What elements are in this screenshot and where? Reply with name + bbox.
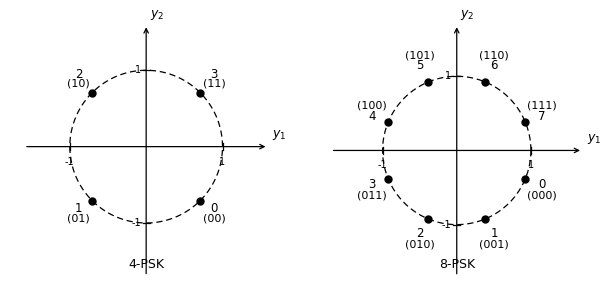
Text: 8-PSK: 8-PSK (438, 258, 475, 271)
Text: $y_1$: $y_1$ (272, 128, 287, 142)
Text: (00): (00) (203, 214, 225, 224)
Text: 1: 1 (445, 71, 451, 81)
Text: 4-PSK: 4-PSK (128, 258, 164, 271)
Text: (10): (10) (67, 78, 90, 88)
Text: 3: 3 (368, 178, 376, 191)
Text: 1: 1 (219, 157, 225, 167)
Text: $y_2$: $y_2$ (150, 8, 164, 22)
Text: (110): (110) (479, 50, 509, 60)
Text: (010): (010) (404, 239, 434, 249)
Text: 1: 1 (528, 160, 534, 170)
Text: (101): (101) (404, 50, 434, 60)
Text: 0: 0 (210, 202, 217, 215)
Text: 2: 2 (75, 68, 82, 81)
Text: (111): (111) (527, 101, 557, 111)
Text: (011): (011) (357, 190, 387, 200)
Text: $y_1$: $y_1$ (586, 132, 601, 146)
Text: -1: -1 (65, 157, 75, 167)
Text: (100): (100) (357, 101, 387, 111)
Text: 1: 1 (135, 65, 141, 75)
Text: 5: 5 (416, 59, 423, 72)
Text: (000): (000) (527, 190, 557, 200)
Text: (01): (01) (67, 214, 90, 224)
Text: (11): (11) (203, 78, 225, 88)
Text: (001): (001) (479, 239, 509, 249)
Text: 0: 0 (538, 178, 545, 191)
Text: 2: 2 (416, 227, 423, 240)
Text: -1: -1 (378, 160, 387, 170)
Text: $y_2$: $y_2$ (460, 8, 475, 22)
Text: 1: 1 (490, 227, 498, 240)
Text: 4: 4 (368, 110, 376, 123)
Text: 7: 7 (538, 110, 545, 123)
Text: 3: 3 (210, 68, 217, 81)
Text: -1: -1 (442, 219, 451, 230)
Text: -1: -1 (131, 218, 141, 228)
Text: 1: 1 (75, 202, 82, 215)
Text: 6: 6 (490, 59, 498, 72)
